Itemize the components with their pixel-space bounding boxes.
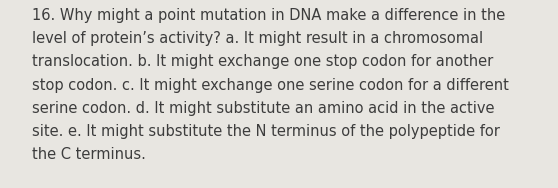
Text: level of protein’s activity? a. It might result in a chromosomal: level of protein’s activity? a. It might… [32,31,483,46]
Text: translocation. b. It might exchange one stop codon for another: translocation. b. It might exchange one … [32,54,493,69]
Text: stop codon. c. It might exchange one serine codon for a different: stop codon. c. It might exchange one ser… [32,78,509,93]
Text: site. e. It might substitute the N terminus of the polypeptide for: site. e. It might substitute the N termi… [32,124,500,139]
Text: the C terminus.: the C terminus. [32,147,146,162]
Text: serine codon. d. It might substitute an amino acid in the active: serine codon. d. It might substitute an … [32,101,494,116]
Text: 16. Why might a point mutation in DNA make a difference in the: 16. Why might a point mutation in DNA ma… [32,8,505,23]
